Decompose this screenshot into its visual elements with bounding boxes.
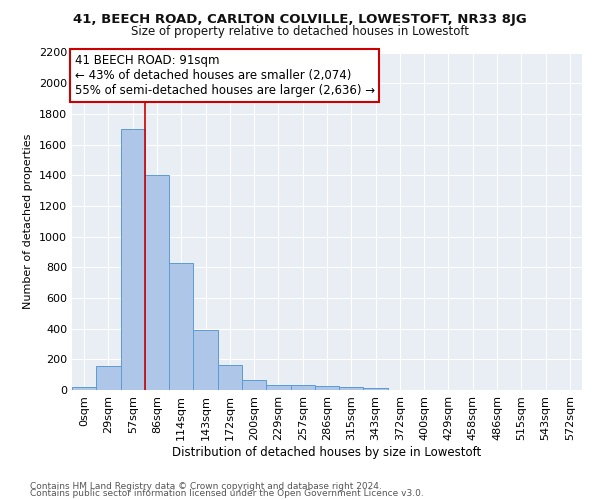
Bar: [290, 386, 315, 390]
Bar: [193, 330, 218, 390]
Bar: [242, 380, 266, 390]
Bar: [218, 364, 242, 390]
Bar: [96, 366, 121, 390]
Text: Contains HM Land Registry data © Crown copyright and database right 2024.: Contains HM Land Registry data © Crown c…: [30, 482, 382, 491]
X-axis label: Distribution of detached houses by size in Lowestoft: Distribution of detached houses by size …: [172, 446, 482, 458]
Bar: [169, 262, 193, 390]
Bar: [266, 386, 290, 390]
Bar: [364, 388, 388, 390]
Bar: [145, 175, 169, 390]
Text: Size of property relative to detached houses in Lowestoft: Size of property relative to detached ho…: [131, 25, 469, 38]
Bar: [121, 129, 145, 390]
Text: 41 BEECH ROAD: 91sqm
← 43% of detached houses are smaller (2,074)
55% of semi-de: 41 BEECH ROAD: 91sqm ← 43% of detached h…: [74, 54, 374, 97]
Bar: [339, 387, 364, 390]
Bar: [72, 387, 96, 390]
Bar: [315, 386, 339, 390]
Text: Contains public sector information licensed under the Open Government Licence v3: Contains public sector information licen…: [30, 490, 424, 498]
Text: 41, BEECH ROAD, CARLTON COLVILLE, LOWESTOFT, NR33 8JG: 41, BEECH ROAD, CARLTON COLVILLE, LOWEST…: [73, 12, 527, 26]
Y-axis label: Number of detached properties: Number of detached properties: [23, 134, 34, 309]
